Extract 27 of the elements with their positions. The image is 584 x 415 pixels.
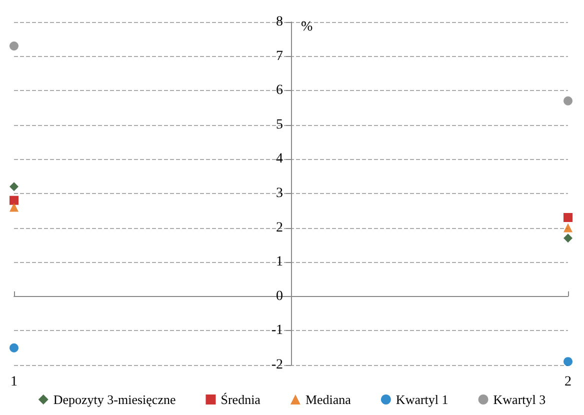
point: [10, 42, 18, 51]
y-tick-label: 2: [276, 220, 283, 236]
legend-label: Średnia: [220, 392, 261, 407]
y-tick-label: 8: [276, 14, 283, 30]
y-tick-label: 6: [276, 83, 283, 98]
legend-label: Depozyty 3-miesięczne: [53, 392, 176, 407]
point: [564, 223, 572, 232]
point: [564, 234, 572, 243]
point: [564, 96, 572, 106]
y-tick-label: 3: [276, 186, 283, 201]
point: [10, 343, 18, 352]
point: [564, 213, 572, 222]
legend-label: Kwartyl 3: [493, 392, 546, 407]
legend-label: Kwartyl 1: [396, 392, 448, 407]
y-tick-label: 0: [276, 288, 283, 304]
y-tick-label: 7: [276, 48, 283, 64]
y-tick-label: -1: [271, 323, 283, 338]
point: [10, 202, 18, 212]
point: [10, 182, 18, 192]
y-tick-label: 4: [276, 152, 283, 167]
y-tick-label: 5: [276, 117, 283, 132]
legend-label: Mediana: [305, 392, 352, 407]
y-axis-title: %: [301, 20, 313, 34]
y-tick-label: -2: [271, 358, 283, 372]
point: [564, 357, 572, 366]
point: [10, 196, 18, 205]
y-tick-label: 1: [276, 254, 283, 270]
